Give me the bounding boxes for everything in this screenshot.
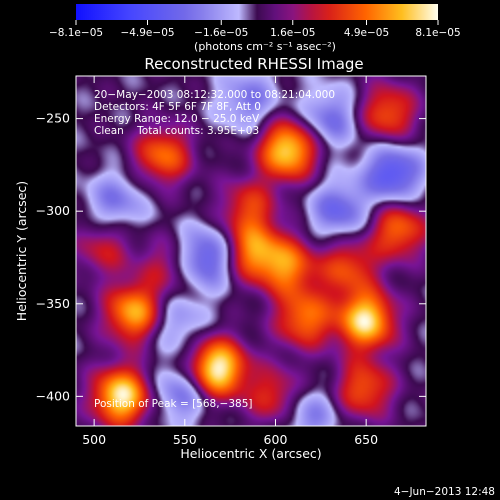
y-axis-ticks: −250 −300 −350 −400: [36, 111, 426, 403]
colorbar-tick-label: −8.1e−05: [49, 27, 103, 39]
colorbar: [76, 4, 438, 20]
annotation-detectors: Detectors: 4F 5F 6F 7F 8F, Att 0: [94, 101, 261, 113]
y-tick-label: −400: [36, 388, 70, 403]
colorbar-unit-label: (photons cm⁻² s⁻¹ asec⁻²): [194, 40, 336, 53]
colorbar-tick-label: 4.9e−05: [344, 27, 389, 39]
annotation-total-counts: Clean Total counts: 3.95E+03: [94, 125, 259, 137]
colorbar-tick-label: 8.1e−05: [415, 27, 460, 39]
plot-frame: [75, 75, 427, 427]
annotation-time-range: 20−May−2003 08:12:32.000 to 08:21:04.000: [94, 89, 335, 101]
x-tick-label: 500: [82, 432, 106, 447]
x-axis-ticks: 500 550 600 650: [82, 76, 378, 447]
y-tick-label: −250: [36, 111, 70, 126]
x-tick-label: 650: [354, 432, 378, 447]
colorbar-tick-label: −4.9e−05: [120, 27, 174, 39]
colorbar-tick-label: 1.6e−05: [270, 27, 315, 39]
x-tick-label: 600: [264, 432, 288, 447]
y-tick-label: −350: [36, 296, 70, 311]
peak-position-label: Position of Peak = [568,−385]: [94, 398, 253, 410]
plot-area: 500 550 600 650 −250 −300 −350 −400: [36, 75, 427, 447]
footer-timestamp: 4−Jun−2013 12:48: [394, 486, 495, 498]
chart-title: Reconstructed RHESSI Image: [144, 55, 363, 73]
heatmap-image: [76, 76, 426, 426]
colorbar-ticks: −8.1e−05 −4.9e−05 −1.6e−05 1.6e−05 4.9e−05 8.…: [49, 20, 461, 39]
y-axis-label: Heliocentric Y (arcsec): [14, 181, 29, 321]
x-axis-label: Heliocentric X (arcsec): [180, 446, 321, 461]
y-tick-label: −300: [36, 203, 70, 218]
colorbar-tick-label: −1.6e−05: [194, 27, 248, 39]
x-tick-label: 550: [173, 432, 197, 447]
annotation-energy-range: Energy Range: 12.0 − 25.0 keV: [94, 113, 260, 125]
